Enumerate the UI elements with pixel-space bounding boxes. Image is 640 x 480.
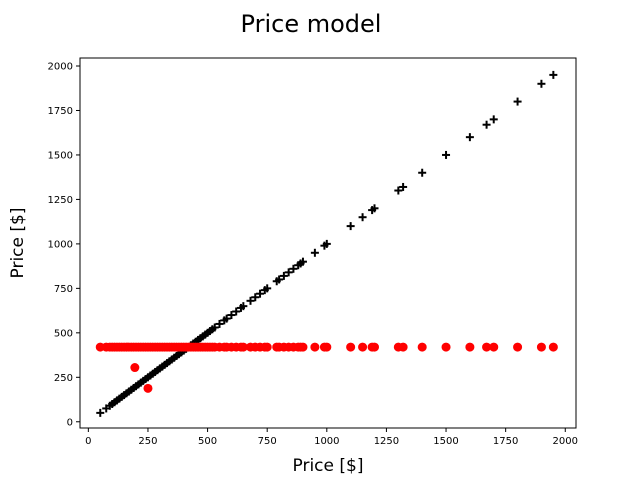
data-point-circle — [322, 342, 332, 352]
data-point-circle — [143, 383, 153, 393]
data-point-plus — [537, 79, 546, 88]
data-point-circle — [482, 342, 492, 352]
y-tick-label: 1000 — [48, 239, 73, 250]
data-point-plus — [489, 115, 498, 124]
data-point-plus — [549, 70, 558, 79]
y-tick-label: 0 — [67, 417, 73, 428]
y-tick-label: 500 — [54, 328, 73, 339]
data-point-plus — [346, 222, 355, 231]
x-tick-label: 1250 — [374, 436, 399, 447]
data-point-circle — [130, 363, 140, 373]
data-point-plus — [222, 314, 231, 323]
plot-area — [95, 70, 558, 417]
y-tick-label: 750 — [54, 284, 73, 295]
data-point-circle — [398, 342, 408, 352]
data-point-circle — [441, 342, 451, 352]
data-point-circle — [536, 342, 546, 352]
x-axis: 0 250 500 750 1000 1250 1500 1750 2000 — [85, 428, 578, 447]
data-point-circle — [465, 342, 475, 352]
data-point-circle — [238, 342, 248, 352]
data-point-plus — [279, 271, 288, 280]
data-point-plus — [210, 323, 219, 332]
data-point-circle — [370, 342, 379, 352]
data-point-circle — [417, 342, 427, 352]
data-point-plus — [227, 311, 236, 320]
chart-title: Price model — [241, 10, 382, 38]
data-point-circle — [262, 342, 272, 352]
y-tick-label: 1250 — [48, 195, 73, 206]
data-point-circle — [358, 342, 368, 352]
x-tick-label: 0 — [85, 436, 91, 447]
x-tick-label: 2000 — [553, 436, 578, 447]
data-point-plus — [482, 120, 491, 129]
x-tick-label: 750 — [258, 436, 277, 447]
data-point-plus — [256, 289, 265, 298]
y-tick-label: 2000 — [48, 62, 73, 73]
data-point-circle — [489, 342, 499, 352]
data-point-plus — [418, 168, 427, 177]
data-point-plus — [465, 133, 474, 142]
x-axis-label: Price [$] — [293, 456, 364, 476]
data-point-circle — [310, 342, 320, 352]
y-tick-label: 1500 — [48, 150, 73, 161]
data-point-plus — [513, 97, 522, 106]
data-point-plus — [275, 275, 284, 284]
data-point-plus — [284, 268, 293, 277]
data-point-plus — [394, 186, 403, 195]
y-axis: 0 250 500 750 1000 1250 1500 1750 2000 — [48, 62, 80, 428]
data-point-plus — [370, 204, 379, 213]
data-point-plus — [310, 248, 319, 257]
data-point-circle — [548, 342, 558, 352]
data-point-plus — [289, 264, 298, 273]
data-point-circle — [346, 342, 356, 352]
data-point-plus — [251, 293, 260, 302]
x-tick-label: 1000 — [314, 436, 339, 447]
x-tick-label: 1500 — [433, 436, 458, 447]
data-point-plus — [298, 257, 307, 266]
axes-frame — [79, 57, 577, 429]
x-tick-label: 500 — [198, 436, 217, 447]
data-point-plus — [215, 319, 224, 328]
data-point-plus — [239, 302, 248, 311]
data-point-plus — [96, 408, 105, 417]
data-point-plus — [399, 182, 408, 191]
data-point-plus — [263, 284, 272, 293]
x-tick-label: 250 — [138, 436, 157, 447]
y-tick-label: 250 — [54, 373, 73, 384]
data-point-plus — [442, 150, 451, 159]
data-point-plus — [232, 307, 241, 316]
data-point-plus — [322, 239, 331, 248]
data-point-circle — [298, 342, 308, 352]
data-point-circle — [513, 342, 523, 352]
data-point-plus — [358, 213, 367, 222]
y-tick-label: 1750 — [48, 106, 73, 117]
data-point-plus — [246, 296, 255, 305]
x-tick-label: 1750 — [493, 436, 518, 447]
y-axis-label: Price [$] — [8, 208, 28, 279]
